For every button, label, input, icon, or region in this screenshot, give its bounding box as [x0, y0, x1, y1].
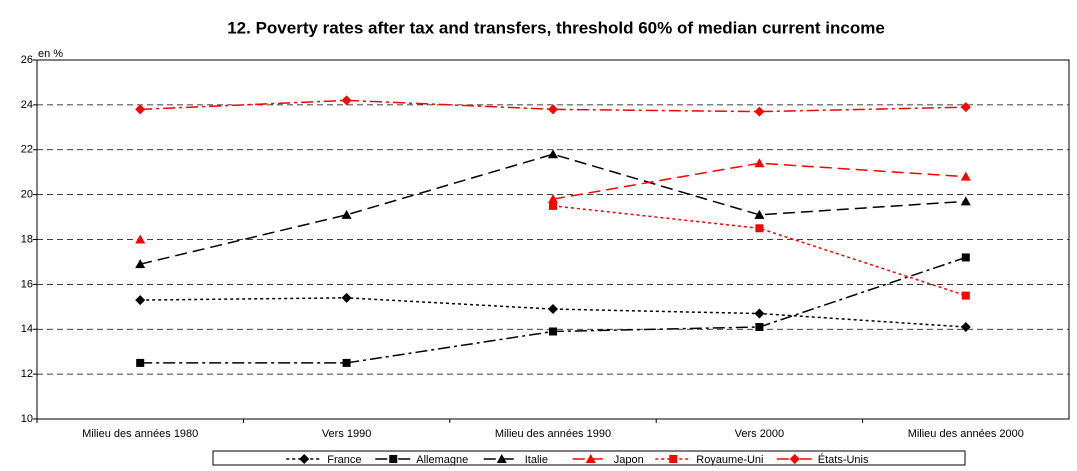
x-tick-label: Milieu des années 1980: [82, 428, 198, 440]
data-point: [961, 291, 970, 300]
data-point: [961, 253, 970, 262]
data-point: [754, 106, 765, 117]
data-point: [960, 102, 971, 113]
data-point: [754, 308, 765, 319]
legend-marker: [585, 454, 596, 463]
data-point: [341, 95, 352, 106]
legend-marker: [789, 454, 800, 464]
data-point: [135, 234, 146, 244]
data-point: [342, 358, 351, 367]
y-tick-label: 20: [21, 189, 33, 201]
data-point: [754, 209, 765, 219]
legend-label: France: [327, 454, 361, 466]
x-tick-label: Milieu des années 1990: [495, 428, 611, 440]
series-line: [552, 162, 966, 200]
data-point: [754, 158, 765, 168]
data-point: [136, 358, 145, 367]
data-point: [549, 201, 557, 210]
legend-label: Italie: [525, 454, 548, 466]
legend-marker: [299, 454, 310, 464]
data-point: [755, 224, 764, 233]
data-point: [549, 327, 557, 336]
y-tick-label: 16: [21, 278, 33, 290]
y-tick-label: 26: [21, 54, 33, 66]
data-point: [548, 194, 558, 204]
data-point: [548, 304, 558, 315]
data-point: [960, 322, 971, 333]
data-point: [960, 196, 971, 206]
data-point: [135, 295, 146, 306]
data-point: [341, 292, 352, 303]
y-axis-label: en %: [38, 48, 63, 60]
data-point: [960, 171, 971, 181]
y-tick-label: 18: [21, 233, 33, 245]
data-point: [341, 209, 352, 219]
y-tick-label: 24: [21, 99, 33, 111]
legend-marker: [669, 455, 678, 463]
data-point: [135, 259, 146, 269]
series-line: [140, 153, 966, 265]
y-tick-label: 14: [21, 323, 33, 335]
legend-label: États-Unis: [818, 453, 869, 466]
plot-border: [36, 59, 1070, 420]
x-tick-label: Vers 2000: [735, 428, 785, 440]
data-point: [548, 104, 558, 115]
x-tick-label: Vers 1990: [322, 428, 372, 440]
data-point: [755, 323, 764, 332]
chart-title: 12. Poverty rates after tax and transfer…: [227, 18, 885, 37]
y-tick-label: 22: [21, 144, 33, 156]
legend-label: Royaume-Uni: [696, 454, 763, 466]
y-tick-label: 12: [21, 368, 33, 380]
legend-marker: [496, 454, 507, 463]
series-line: [552, 205, 967, 297]
x-tick-label: Milieu des années 2000: [908, 428, 1024, 440]
data-point: [135, 104, 146, 115]
data-point: [548, 149, 558, 159]
legend-marker: [389, 455, 398, 463]
y-tick-label: 10: [21, 413, 33, 425]
legend-label: Allemagne: [416, 454, 468, 466]
legend-label: Japon: [614, 454, 644, 466]
